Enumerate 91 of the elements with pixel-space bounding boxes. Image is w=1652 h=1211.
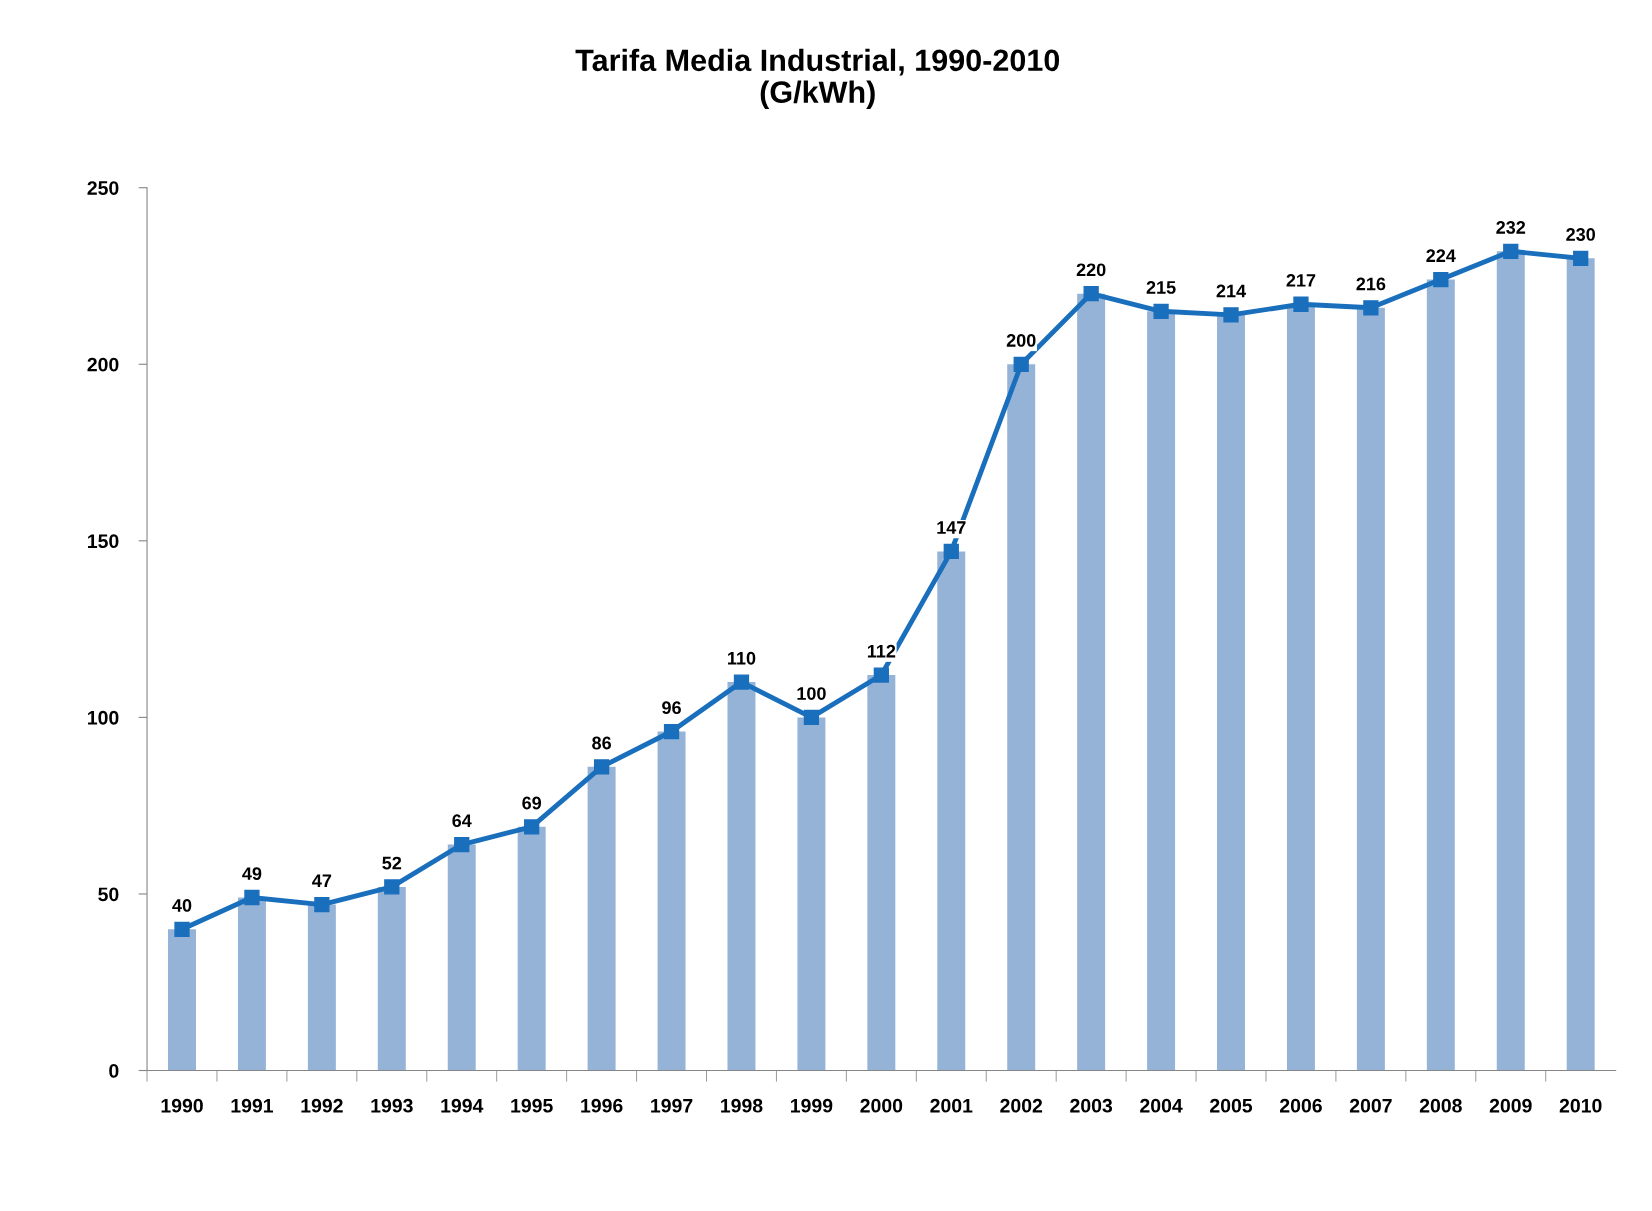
bar: [1217, 314, 1245, 1071]
x-tick-label: 1997: [651, 1098, 693, 1113]
data-label: 147: [937, 521, 966, 534]
x-tick-label: 1993: [371, 1098, 413, 1113]
bar: [727, 682, 756, 1071]
y-tick-label: 250: [87, 181, 119, 195]
point: [1153, 303, 1169, 319]
bar: [1007, 364, 1036, 1071]
x-tick-label: 2009: [1489, 1098, 1532, 1113]
bar: [797, 717, 826, 1071]
x-tick-label: 1995: [511, 1098, 553, 1113]
data-label: 232: [1496, 221, 1526, 234]
data-label: 220: [1076, 263, 1106, 277]
point: [733, 674, 750, 690]
x-tick-label: 2010: [1559, 1098, 1602, 1113]
point: [524, 819, 540, 835]
point: [244, 889, 260, 906]
y-tick-label: 0: [109, 1063, 119, 1078]
point: [384, 879, 400, 895]
bar: [657, 731, 686, 1071]
x-tick-label: 2008: [1419, 1098, 1462, 1113]
x-tick-label: 2004: [1140, 1098, 1183, 1113]
x-tick-label: 1990: [161, 1098, 203, 1113]
chart-title: Tarifa Media Industrial, 1990-2010 (G/kWh): [575, 48, 1060, 109]
point: [873, 667, 889, 683]
data-label: 110: [728, 651, 756, 665]
x-tick-label: 1998: [721, 1098, 763, 1113]
bar: [517, 826, 546, 1071]
data-label: 47: [312, 874, 332, 887]
x-tick-label: 2006: [1280, 1098, 1322, 1113]
bar: [587, 766, 616, 1071]
point: [663, 723, 680, 740]
point: [1223, 307, 1239, 323]
point: [1503, 243, 1519, 259]
data-label: 96: [662, 701, 681, 715]
data-label: 230: [1566, 228, 1596, 241]
y-tick-label: 150: [88, 534, 119, 549]
bar: [1077, 293, 1106, 1071]
bar: [1356, 307, 1385, 1071]
y-tick-label: 200: [87, 357, 119, 372]
point: [174, 921, 190, 937]
bar: [377, 886, 406, 1071]
x-tick-label: 2002: [1000, 1098, 1043, 1113]
x-tick-label: 1996: [581, 1098, 623, 1113]
bar: [1496, 251, 1525, 1071]
data-label: 214: [1216, 284, 1246, 298]
data-label: 215: [1146, 281, 1176, 294]
x-tick-label: 2001: [930, 1098, 973, 1113]
x-tick-label: 1999: [791, 1098, 833, 1113]
point: [1083, 286, 1099, 302]
bar: [168, 929, 196, 1071]
point: [1363, 300, 1379, 316]
x-tick-label: 2003: [1070, 1098, 1113, 1113]
point: [803, 709, 820, 726]
x-tick-label: 1991: [231, 1098, 274, 1113]
x-tick-label: 1994: [441, 1098, 484, 1113]
data-label: 224: [1426, 249, 1456, 262]
data-label: 86: [592, 736, 611, 750]
bar: [1426, 279, 1455, 1071]
point: [1573, 250, 1589, 266]
point: [1293, 296, 1309, 312]
data-label: 216: [1356, 277, 1386, 291]
data-label: 100: [797, 687, 826, 700]
bar: [867, 675, 896, 1071]
x-tick-label: 2000: [860, 1098, 903, 1113]
point: [454, 836, 470, 853]
x-tick-label: 1992: [301, 1098, 343, 1113]
y-tick-label: 50: [98, 887, 119, 902]
bar: [447, 844, 476, 1071]
data-label: 200: [1006, 334, 1036, 347]
data-label: 217: [1286, 273, 1316, 287]
data-label: 69: [522, 796, 542, 810]
bar: [1147, 311, 1176, 1071]
x-tick-label: 2005: [1210, 1098, 1253, 1113]
point: [1013, 356, 1029, 372]
point: [593, 759, 610, 775]
data-label: 112: [867, 644, 896, 658]
point: [314, 896, 330, 913]
bar: [1566, 258, 1595, 1071]
data-label: 40: [172, 899, 192, 912]
data-label: 49: [242, 867, 262, 881]
bar: [237, 897, 266, 1071]
bar: [937, 551, 966, 1071]
data-label: 64: [452, 814, 472, 828]
x-tick-label: 2007: [1349, 1098, 1392, 1113]
point: [1433, 271, 1449, 288]
bar: [1286, 304, 1315, 1071]
data-label: 52: [382, 856, 402, 870]
y-tick-label: 100: [88, 710, 119, 725]
point: [943, 543, 959, 560]
bar: [307, 904, 336, 1071]
